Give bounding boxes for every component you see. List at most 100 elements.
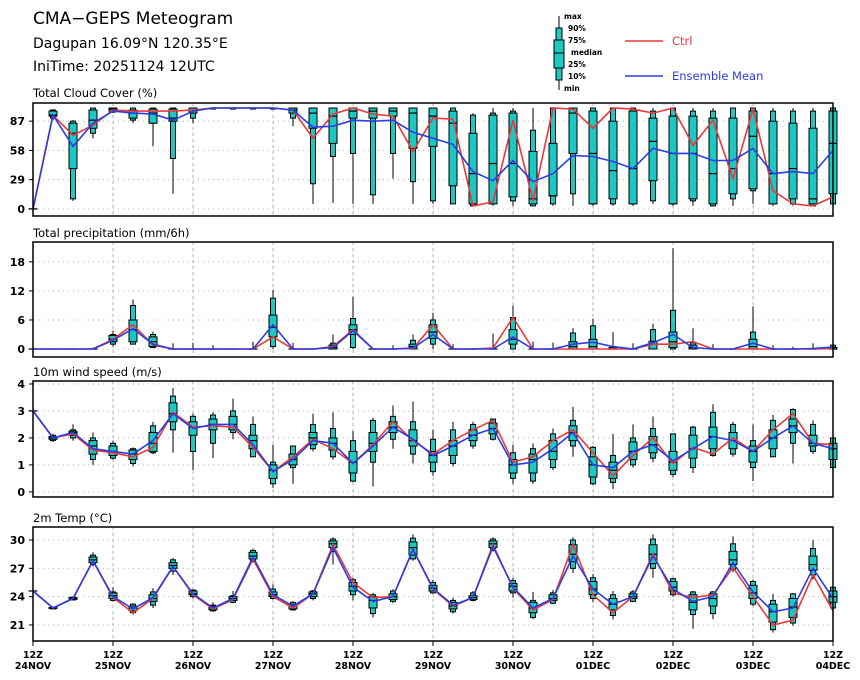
legend-label-max: max — [564, 12, 582, 21]
ensemble-box — [508, 108, 518, 206]
x-tick-hour-label: 12Z — [103, 650, 123, 661]
ensemble-box — [608, 433, 618, 490]
y-tick-label: 6 — [17, 314, 25, 327]
x-tick-hour-label: 12Z — [743, 650, 763, 661]
ensemble-mean-series-line — [33, 323, 834, 350]
ensemble-box — [608, 107, 618, 206]
figure-title: CMA−GEPS Meteogram — [33, 9, 233, 29]
ensemble-box — [668, 107, 678, 206]
y-tick-label: 1 — [17, 459, 25, 472]
box-p25-p75 — [228, 415, 238, 431]
ensemble-box — [748, 424, 758, 482]
box-p25-p75 — [588, 338, 598, 350]
x-tick-hour-label: 12Z — [343, 650, 363, 661]
ensemble-box — [328, 107, 338, 203]
box-p10-p90 — [670, 309, 676, 350]
box-p25-p75 — [488, 114, 498, 205]
box-p25-p75 — [388, 107, 398, 117]
ensemble-box — [768, 593, 778, 633]
ensemble-box — [488, 108, 498, 206]
ensemble-box — [568, 107, 578, 206]
cloud-cover-panel: Total Cloud Cover (%) 0 29 58 87 — [10, 86, 838, 217]
box-p25-p75 — [768, 120, 778, 205]
ensemble-box — [708, 404, 718, 457]
ensemble-box — [648, 108, 658, 204]
box-p25-p75 — [408, 429, 418, 447]
ensemble-box — [668, 248, 678, 350]
ensemble-box — [348, 107, 358, 204]
box-p25-p75 — [768, 603, 778, 623]
ensemble-box — [408, 401, 418, 464]
cloud-cover-frame — [32, 102, 834, 217]
x-tick-date-label: 30NOV — [495, 661, 532, 672]
ensemble-box — [228, 398, 238, 440]
box-p25-p75 — [788, 122, 798, 200]
precipitation-title: Total precipitation (mm/6h) — [32, 226, 189, 240]
x-tick-date-label: 26NOV — [175, 661, 212, 672]
ensemble-box — [728, 107, 738, 206]
ensemble-box — [428, 107, 438, 204]
ensemble-box — [148, 107, 158, 147]
location-label: Dagupan 16.09°N 120.35°E — [33, 36, 228, 52]
box-p25-p75 — [548, 142, 558, 197]
legend-label-min: min — [564, 84, 580, 93]
ensemble-box — [248, 416, 258, 458]
cloud-cover-title: Total Cloud Cover (%) — [32, 86, 157, 100]
box-p25-p75 — [408, 107, 418, 149]
x-tick-date-label: 01DEC — [576, 661, 611, 672]
legend-label-p75: 75% — [568, 36, 586, 45]
ensemble-box — [288, 445, 298, 484]
ensemble-box — [408, 107, 418, 204]
y-tick-label: 4 — [17, 378, 25, 391]
box-p25-p75 — [668, 115, 678, 205]
x-tick-hour-label: 12Z — [423, 650, 443, 661]
box-p25-p75 — [448, 110, 458, 187]
ensemble-box — [588, 318, 598, 350]
box-p25-p75 — [808, 555, 818, 571]
x-tick-hour-label: 12Z — [823, 650, 843, 661]
y-tick-label: 3 — [17, 405, 25, 418]
ensemble-box — [188, 413, 198, 471]
ensemble-box — [788, 108, 798, 206]
ensemble-box — [628, 424, 638, 468]
ensemble-box — [608, 590, 618, 620]
legend-box-glyph — [553, 16, 565, 90]
x-tick-date-label: 03DEC — [736, 661, 771, 672]
ctrl-series-line — [32, 105, 834, 210]
y-tick-label: 18 — [10, 256, 25, 269]
x-tick-hour-label: 12Z — [263, 650, 283, 661]
box-p25-p75 — [248, 434, 258, 450]
ensemble-mean-series-line — [32, 544, 834, 613]
box-p25-p75 — [568, 107, 578, 154]
box-p25-p75 — [728, 550, 738, 566]
ensemble-box — [388, 107, 398, 179]
init-time-label: IniTime: 20251124 12UTC — [33, 59, 215, 75]
ensemble-box — [328, 412, 338, 460]
ensemble-box — [268, 444, 278, 488]
box-p25-p75 — [808, 127, 818, 205]
y-tick-label: 2 — [17, 432, 25, 445]
ensemble-box — [348, 431, 358, 483]
ensemble-box — [368, 107, 378, 204]
precipitation-frame — [32, 241, 834, 358]
box-p10-p90 — [170, 107, 176, 159]
x-tick-hour-label: 12Z — [23, 650, 43, 661]
x-tick-hour-label: 12Z — [663, 650, 683, 661]
ensemble-box — [508, 305, 518, 350]
y-tick-label: 0 — [17, 343, 25, 356]
x-tick-hour-label: 12Z — [583, 650, 603, 661]
ensemble-box — [628, 107, 638, 206]
ensemble-box — [108, 440, 118, 460]
ensemble-box — [648, 416, 658, 463]
ensemble-box — [448, 107, 458, 205]
ensemble-mean-series-line — [32, 107, 834, 210]
box-p25-p75 — [588, 456, 598, 478]
legend-label-p25: 25% — [568, 60, 586, 69]
ensemble-box — [688, 108, 698, 206]
ensemble-box — [528, 108, 538, 207]
x-tick-date-label: 25NOV — [95, 661, 132, 672]
ensemble-box — [808, 420, 818, 455]
ensemble-box — [808, 108, 818, 207]
y-tick-label: 0 — [17, 203, 25, 216]
